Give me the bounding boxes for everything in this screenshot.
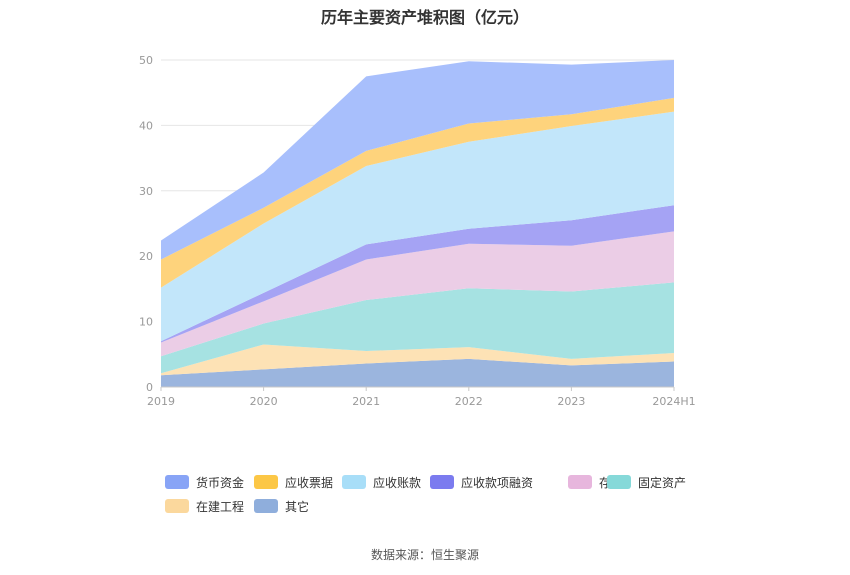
area-固定资产	[161, 282, 674, 374]
area-货币资金	[161, 60, 674, 260]
legend-item[interactable]: 固定资产	[607, 474, 686, 490]
area-其它	[161, 358, 674, 387]
x-tick-label: 2022	[455, 395, 483, 408]
x-tick-label: 2024H1	[652, 395, 695, 408]
legend-item[interactable]: 应收票据	[254, 474, 333, 490]
area-应收款项融资	[161, 205, 674, 343]
y-tick-label: 50	[139, 54, 153, 67]
x-tick-label: 2021	[352, 395, 380, 408]
chart-title: 历年主要资产堆积图（亿元）	[320, 8, 529, 27]
area-应收票据	[161, 97, 674, 288]
legend-item[interactable]: 货币资金	[165, 474, 244, 490]
legend-item[interactable]: 应收款项融资	[430, 474, 533, 490]
legend-item[interactable]: 应收账款	[342, 474, 421, 490]
area-series	[161, 60, 674, 387]
legend-label: 应收账款	[373, 475, 422, 490]
legend-swatch	[342, 475, 366, 489]
legend-swatch	[430, 475, 454, 489]
legend-label: 应收款项融资	[461, 475, 534, 490]
legend-label: 在建工程	[196, 499, 245, 514]
x-tick-label: 2023	[557, 395, 585, 408]
area-存货	[161, 231, 674, 357]
legend-swatch	[165, 499, 189, 513]
y-tick-label: 10	[139, 316, 153, 329]
x-axis-ticks: 2019 2020 2021 2022 2023 2024H1	[147, 387, 696, 408]
legend-label: 其它	[285, 499, 310, 514]
area-应收账款	[161, 111, 674, 342]
legend-swatch	[254, 499, 278, 513]
legend-swatch	[165, 475, 189, 489]
y-tick-label: 40	[139, 119, 153, 132]
y-tick-label: 0	[146, 381, 153, 394]
legend-label: 应收票据	[285, 475, 334, 490]
y-axis-ticks: 0 10 20 30 40 50	[139, 54, 153, 394]
legend-swatch	[568, 475, 592, 489]
legend-label: 固定资产	[638, 475, 687, 490]
legend-swatch	[607, 475, 631, 489]
legend-swatch	[254, 475, 278, 489]
source-note: 数据来源：恒生聚源	[370, 548, 479, 562]
x-tick-label: 2020	[250, 395, 278, 408]
y-tick-label: 30	[139, 185, 153, 198]
area-在建工程	[161, 344, 674, 376]
legend-item[interactable]: 在建工程	[165, 498, 244, 514]
chart-svg: 0 10 20 30 40 50 2019 2020 2021 2022 2023 2024H1	[139, 54, 696, 408]
x-tick-label: 2019	[147, 395, 175, 408]
legend-label: 货币资金	[196, 475, 245, 490]
y-tick-label: 20	[139, 250, 153, 263]
legend-item[interactable]: 其它	[254, 498, 309, 514]
